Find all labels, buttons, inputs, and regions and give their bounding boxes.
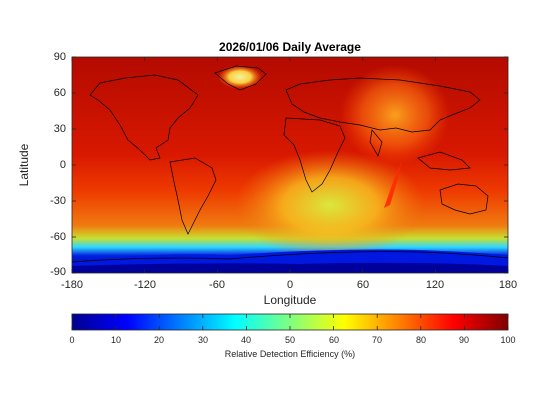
colorbar-label: Relative Detection Efficiency (%) (224, 349, 356, 359)
colorbar-tick-label: 0 (69, 335, 75, 345)
colorbar-tick-marks (71, 314, 509, 330)
x-tick-label: 60 (356, 279, 370, 291)
colorbar-tick-label: 70 (371, 335, 382, 345)
tick-marks (71, 56, 509, 274)
y-tick-label: -90 (50, 266, 66, 278)
x-tick-label: -60 (209, 279, 225, 291)
colorbar-tick-label: 50 (284, 335, 295, 345)
colorbar-tick-label: 20 (153, 335, 164, 345)
y-tick-label: 0 (59, 159, 66, 171)
y-tick-label: 30 (53, 123, 66, 135)
colorbar-tick-label: 100 (500, 335, 516, 345)
x-axis-label: Longitude (263, 293, 317, 307)
x-tick-label: -180 (60, 279, 84, 291)
colorbar-tick-label: 60 (328, 335, 339, 345)
colorbar-tick-label: 30 (197, 335, 208, 345)
colorbar-tick-label: 80 (415, 335, 426, 345)
colorbar-tick-label: 40 (240, 335, 251, 345)
y-tick-label: -60 (50, 231, 66, 243)
y-tick-label: 60 (53, 87, 66, 99)
x-tick-label: 120 (425, 279, 445, 291)
y-tick-label: 90 (53, 51, 66, 63)
coastlines (72, 65, 508, 263)
map-title: 2026/01/06 Daily Average (219, 40, 361, 54)
x-tick-label: -120 (133, 279, 157, 291)
colorbar-tick-label: 10 (110, 335, 121, 345)
detection-efficiency-field (72, 57, 508, 273)
y-tick-label: -30 (50, 195, 66, 207)
x-tick-label: 0 (286, 279, 294, 291)
x-tick-label: 180 (498, 279, 518, 291)
y-axis-label: Latitude (17, 143, 31, 187)
colorbar-tick-label: 90 (458, 335, 469, 345)
